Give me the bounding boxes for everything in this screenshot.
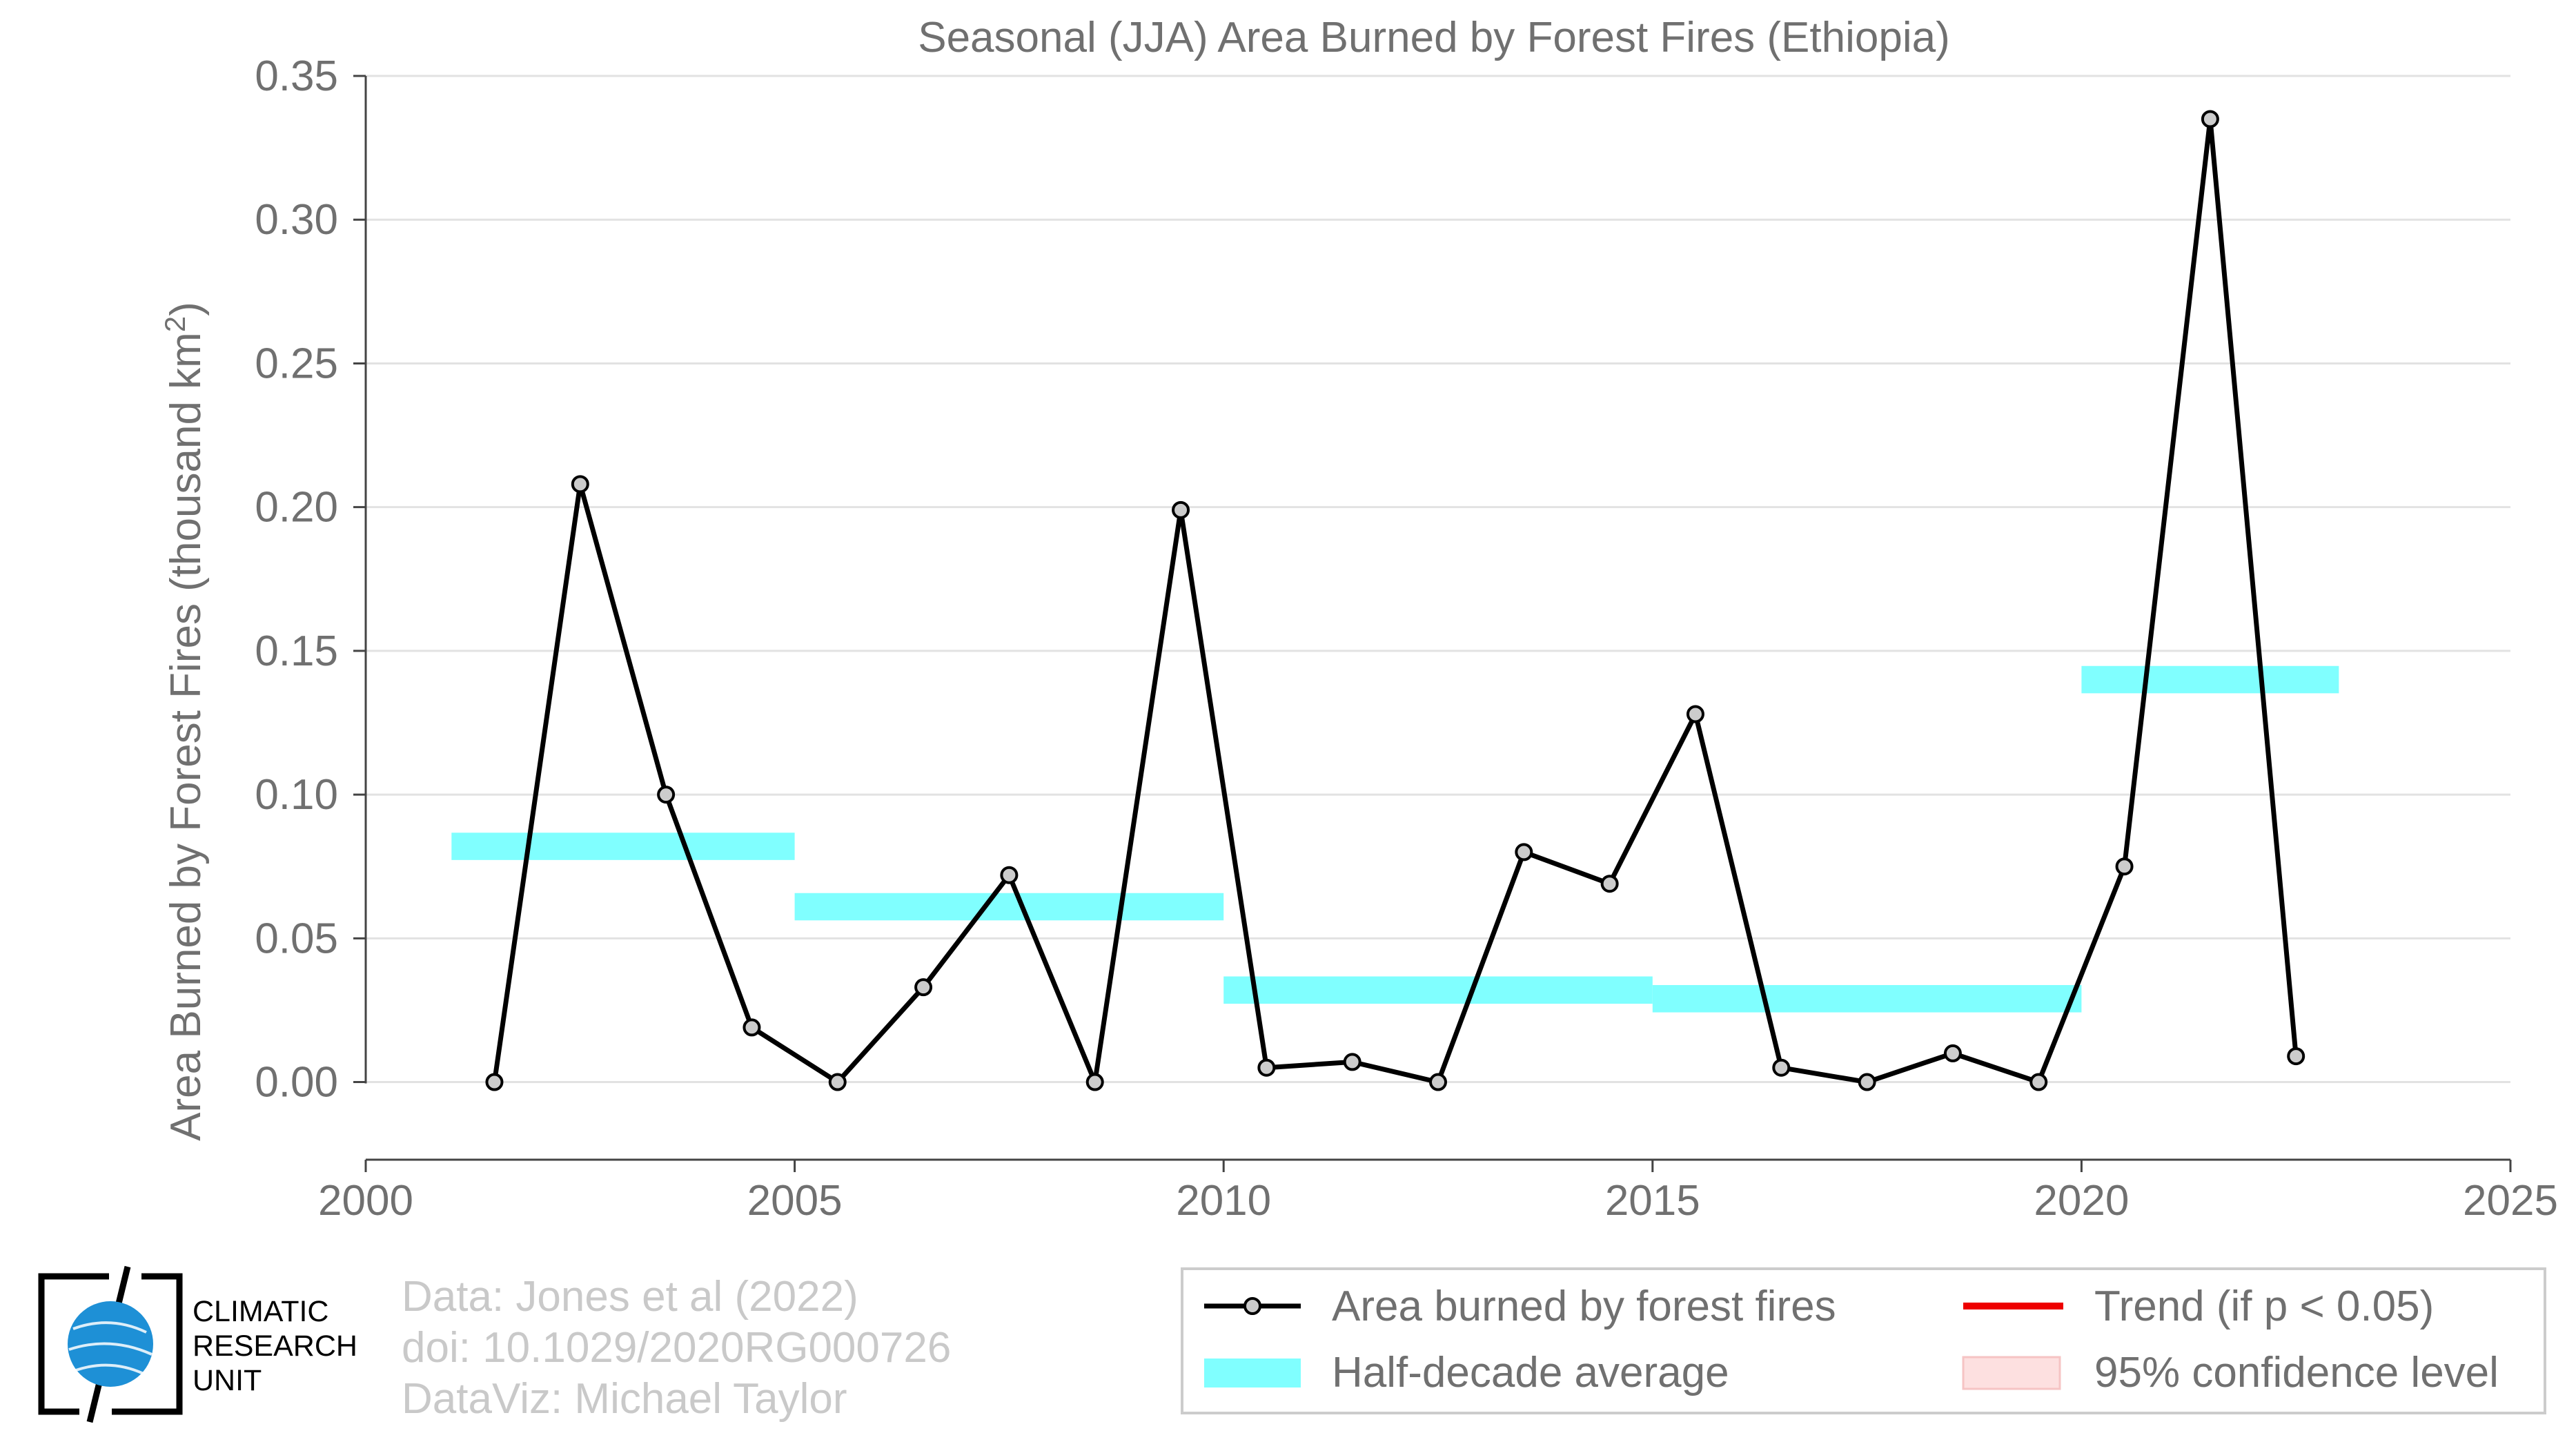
half-decade-band-1 [794, 893, 1224, 921]
data-point-19 [2115, 857, 2134, 876]
x-tick-label-3: 2015 [1605, 1177, 1700, 1225]
data-point-10 [1343, 1053, 1361, 1071]
x-tick-label-4: 2020 [2034, 1177, 2129, 1225]
chart-title: Seasonal (JJA) Area Burned by Forest Fir… [918, 14, 1950, 61]
legend-band-swatch [1204, 1359, 1301, 1387]
data-point-11 [1429, 1073, 1447, 1091]
legend-confidence-swatch [1962, 1356, 2061, 1390]
legend-box [1181, 1267, 2546, 1414]
data-credits: Data: Jones et al (2022) doi: 10.1029/20… [402, 1272, 951, 1425]
y-tick-label-2: 0.10 [255, 771, 338, 819]
data-point-21 [2287, 1047, 2305, 1066]
data-point-2 [657, 786, 676, 804]
cru-logo-text: CLIMATIC RESEARCH UNIT [193, 1294, 357, 1398]
credits-doi: doi: 10.1029/2020RG000726 [402, 1324, 952, 1372]
logo-bracket-right [112, 1273, 183, 1415]
cru-logo-line1: CLIMATIC [193, 1295, 329, 1328]
y-axis: 0.00 0.05 0.10 0.15 0.20 0.25 0.30 0.35 [255, 52, 367, 1107]
y-tick-label-3: 0.15 [255, 627, 338, 675]
y-tick-label-7: 0.35 [255, 52, 338, 100]
legend-label-trend: Trend (if p < 0.05) [2094, 1283, 2434, 1330]
half-decade-band-3 [1652, 985, 2082, 1013]
data-point-12 [1515, 843, 1533, 861]
data-point-15 [1772, 1058, 1791, 1077]
data-point-20 [2201, 110, 2219, 128]
series-line [492, 117, 2299, 1085]
x-tick-label-0: 2000 [318, 1177, 413, 1225]
legend-label-area-burned: Area burned by forest fires [1332, 1283, 1836, 1330]
x-tick-label-1: 2005 [747, 1177, 843, 1225]
data-point-7 [1085, 1073, 1104, 1091]
data-point-1 [571, 475, 589, 494]
data-point-16 [1858, 1073, 1876, 1091]
credits-data-source: Data: Jones et al (2022) [402, 1273, 858, 1321]
x-tick-label-5: 2025 [2463, 1177, 2558, 1225]
x-axis: 2000 2005 2010 2015 2020 2025 [318, 1158, 2558, 1225]
data-point-8 [1172, 500, 1190, 519]
y-tick-label-1: 0.05 [255, 915, 338, 962]
logo-bracket-left [38, 1273, 109, 1415]
data-point-4 [828, 1073, 847, 1091]
y-axis-label: Area Burned by Forest Fires (thousand km… [159, 302, 210, 1141]
cru-logo [38, 1265, 183, 1423]
data-point-3 [743, 1018, 761, 1037]
data-point-18 [2029, 1073, 2048, 1091]
half-decade-band-0 [451, 832, 795, 860]
legend: Area burned by forest fires Trend (if p … [1181, 1267, 2546, 1414]
legend-marker-swatch [1243, 1297, 1261, 1315]
half-decade-band-2 [1223, 976, 1653, 1004]
data-point-13 [1600, 875, 1619, 893]
data-point-5 [914, 978, 933, 997]
y-tick-label-6: 0.30 [255, 196, 338, 244]
logo-globe-lines [68, 1321, 153, 1375]
y-tick-label-5: 0.25 [255, 340, 338, 387]
half-decade-average-bands [451, 665, 2339, 1013]
data-point-0 [485, 1073, 504, 1091]
cru-logo-line3: UNIT [193, 1364, 262, 1397]
y-tick-label-4: 0.20 [255, 484, 338, 532]
cru-logo-line2: RESEARCH [193, 1330, 357, 1363]
legend-label-half-decade: Half-decade average [1332, 1349, 1729, 1396]
area-burned-series [485, 110, 2305, 1091]
half-decade-band-4 [2081, 665, 2339, 694]
legend-label-confidence: 95% confidence level [2094, 1349, 2499, 1396]
data-point-9 [1257, 1058, 1276, 1077]
data-point-17 [1943, 1044, 1962, 1062]
gridlines [366, 75, 2510, 1084]
x-tick-label-2: 2010 [1176, 1177, 1271, 1225]
data-point-14 [1686, 705, 1704, 723]
y-tick-label-0: 0.00 [255, 1059, 338, 1107]
credits-dataviz: DataViz: Michael Taylor [402, 1375, 847, 1423]
data-point-6 [1000, 866, 1019, 884]
